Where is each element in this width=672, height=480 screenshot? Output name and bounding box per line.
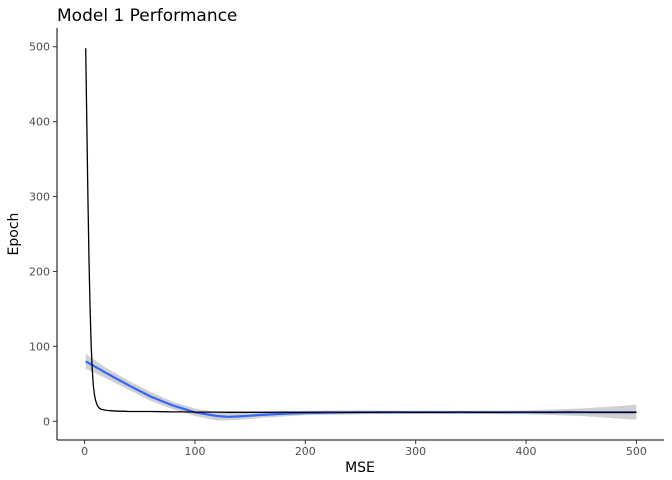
y-ticks: 0 100 200 300 400 500 [29, 41, 57, 428]
raw-line-layer [85, 48, 637, 413]
smooth-confidence-band [85, 353, 637, 421]
x-tick-label: 0 [81, 445, 88, 458]
x-tick-label: 500 [626, 445, 647, 458]
smooth-trend-line [85, 360, 637, 418]
y-tick-label: 500 [29, 41, 50, 54]
x-tick-label: 300 [405, 445, 426, 458]
x-tick-label: 100 [184, 445, 205, 458]
confidence-band-layer [85, 353, 637, 421]
y-axis-title: Epoch [6, 213, 22, 256]
smooth-line-layer [85, 360, 637, 418]
y-tick-label: 100 [29, 340, 50, 353]
y-tick-label: 300 [29, 191, 50, 204]
chart-title: Model 1 Performance [57, 6, 237, 26]
x-tick-label: 200 [295, 445, 316, 458]
raw-data-line [85, 48, 637, 413]
y-tick-label: 200 [29, 265, 50, 278]
x-axis-title: MSE [345, 460, 375, 476]
x-ticks: 0 100 200 300 400 500 [81, 440, 647, 458]
y-tick-label: 400 [29, 116, 50, 129]
x-tick-label: 400 [516, 445, 537, 458]
y-tick-label: 0 [43, 415, 50, 428]
